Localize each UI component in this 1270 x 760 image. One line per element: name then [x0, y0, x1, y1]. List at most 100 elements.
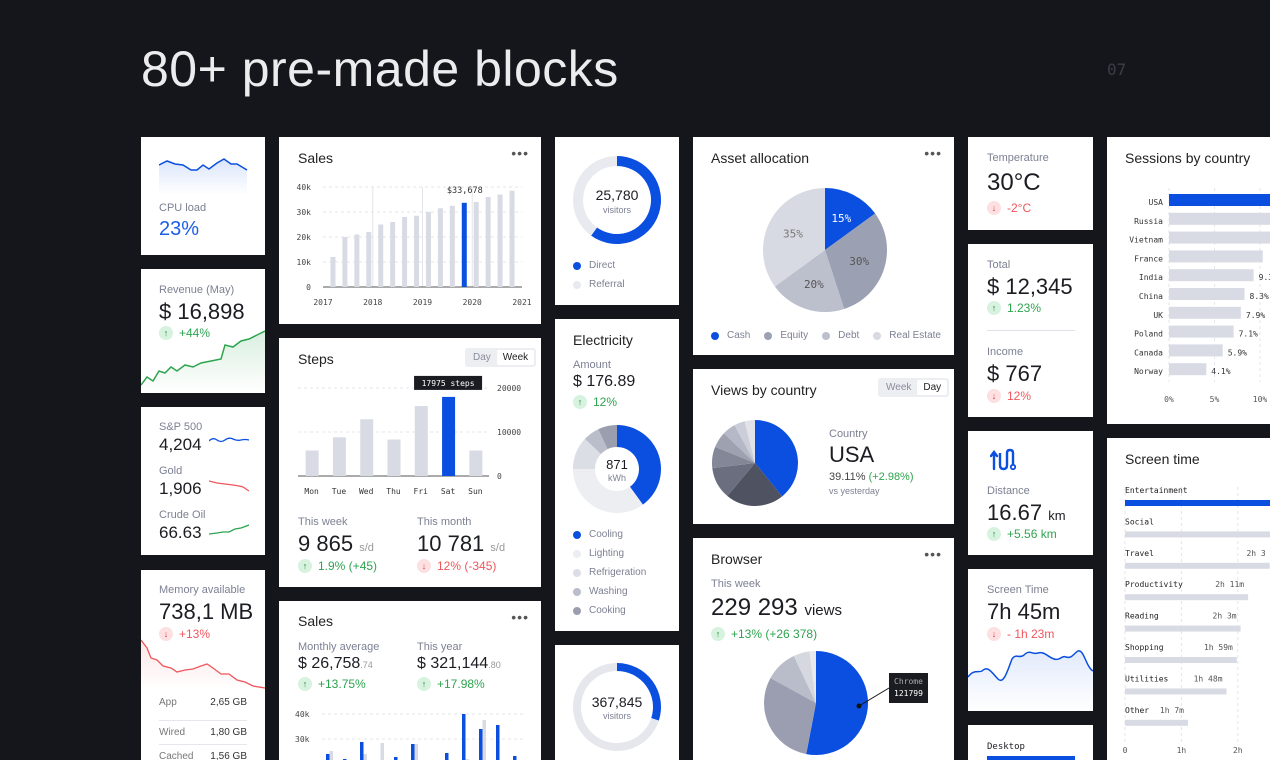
more-options-icon[interactable]: ••• [511, 145, 529, 161]
stocks-card: S&P 500 4,204 Gold 1,906 Crude Oil 66.63 [141, 407, 265, 555]
memory-value: 738,1 MB [159, 599, 254, 624]
steps-week-change: ↑ 1.9% (+45) [298, 559, 377, 573]
sales-bar [414, 215, 420, 287]
sales-bar [366, 232, 372, 287]
views-slice [755, 420, 798, 497]
sessions-bar [1169, 306, 1241, 319]
legend-item: Lighting [573, 544, 646, 563]
sales2-bar [414, 744, 418, 760]
sessions-bar [1169, 194, 1270, 206]
legend-item: Washing [573, 582, 646, 601]
sessions-bar [1169, 325, 1234, 338]
visitors2-unit: visitors [602, 711, 631, 721]
total-label: Total [987, 259, 1011, 271]
steps-title: Steps [298, 351, 334, 367]
sessions-bar [1169, 344, 1223, 357]
legend-dot [573, 587, 581, 596]
legend-label: Cash [727, 330, 751, 341]
electricity-amount: $ 176.89 [573, 373, 636, 390]
visitors-card: 25,780 visitors Direct Referral [555, 137, 679, 305]
sales2-bar [513, 756, 517, 760]
distance-change: ↑ +5.56 km [987, 527, 1057, 541]
asset-slice [825, 213, 887, 309]
steps-unit: s/d [490, 542, 506, 554]
sales-bar [425, 212, 431, 287]
sales2-bar [462, 714, 466, 760]
divider [987, 330, 1075, 331]
views-country-label: Country [829, 428, 868, 440]
steps-month-value: 10 781 s/d [417, 531, 505, 557]
revenue-change: ↑ +44% [159, 326, 210, 340]
electricity-amount-label: Amount [573, 359, 611, 371]
asset-slice [774, 250, 845, 312]
category-label: UK [1153, 311, 1163, 320]
value-label: 7.1% [1239, 330, 1258, 339]
value-label: 8.3% [1250, 292, 1269, 301]
legend-label: Direct [589, 260, 616, 271]
screen-small-value: 7h 45m [987, 599, 1061, 624]
x-tick-label: 0% [1164, 395, 1174, 404]
views-title: Views by country [711, 382, 817, 398]
memory-row-value: 2,65 GB [210, 697, 247, 708]
visitors-donut [573, 156, 661, 244]
y-tick-label: 40k [295, 710, 310, 719]
toggle-day[interactable]: Day [917, 380, 948, 395]
views-slice [744, 420, 755, 463]
sales-bar [354, 234, 360, 287]
more-options-icon[interactable]: ••• [924, 546, 942, 562]
chrome-tooltip: Chrome 121799 [889, 673, 928, 703]
toggle-week[interactable]: Week [496, 350, 535, 365]
sales2-year-change: ↑ +17.98% [417, 677, 485, 691]
legend-item: Direct [573, 256, 625, 275]
sales2-avg-label: Monthly average [298, 641, 380, 653]
toggle-day[interactable]: Day [473, 352, 491, 363]
asset-slice-label: 15% [831, 212, 851, 225]
legend-label: Lighting [589, 548, 625, 559]
more-options-icon[interactable]: ••• [924, 145, 942, 161]
x-tick-label: Wed [359, 487, 374, 496]
sales-bar [378, 224, 384, 287]
electricity-unit: kWh [608, 473, 626, 483]
arrow-up-icon: ↑ [417, 677, 431, 691]
y-tick-label: 20000 [497, 384, 521, 393]
visitors2-card: 367,845 visitors [555, 645, 679, 760]
sales-title: Sales [298, 150, 334, 166]
income-label: Income [987, 346, 1024, 358]
income-value: $ 767 [987, 361, 1043, 386]
toggle-week[interactable]: Week [886, 382, 912, 393]
distance-value: 16.67 km [987, 500, 1066, 526]
steps-bar [332, 437, 346, 476]
steps-unit: s/d [359, 542, 374, 554]
legend-item: Debt [822, 326, 859, 345]
income-change: ↓ 12% [987, 389, 1031, 403]
sales-bar [485, 197, 491, 287]
legend-label: Referral [589, 279, 625, 290]
category-label: Canada [1134, 348, 1163, 357]
arrow-down-icon: ↓ [417, 559, 431, 573]
views-pct: 39.11% (+2.98%) [829, 471, 914, 483]
visitors-slice [591, 156, 661, 244]
revenue-card: Revenue (May) $ 16,898 ↑ +44% [141, 269, 265, 393]
legend-dot [573, 530, 581, 539]
memory-row: Wired 1,80 GB [159, 721, 247, 745]
legend-item: Real Estate [873, 326, 941, 345]
y-tick-label: 30k [295, 735, 310, 744]
views-period-toggle[interactable]: Week Day [878, 378, 950, 397]
sales2-year-value: $ 321,144.80 [417, 655, 501, 673]
cpu-value: 23% [159, 218, 200, 240]
sales2-avg-number: $ 26,758 [298, 655, 361, 672]
steps-chart: 0 10000 20000 Mon Tue Wed Thu Fri Sat 17975 steps… [298, 375, 521, 496]
tooltip-value: 121799 [894, 689, 923, 698]
browser-slice [806, 651, 868, 755]
screen-small-change: ↓ - 1h 23m [987, 627, 1054, 641]
memory-row-key: Wired [159, 727, 186, 738]
visitors2-donut [573, 663, 661, 751]
more-options-icon[interactable]: ••• [511, 609, 529, 625]
category-label: Utilities [1125, 674, 1169, 683]
desktop-label: Desktop [987, 742, 1025, 752]
steps-period-toggle[interactable]: Day Week [465, 348, 537, 367]
category-label: Vietnam [1129, 236, 1163, 245]
stock-label: Crude Oil [159, 509, 206, 521]
visitors2-slice [617, 663, 661, 721]
steps-week-number: 9 865 [298, 531, 354, 556]
